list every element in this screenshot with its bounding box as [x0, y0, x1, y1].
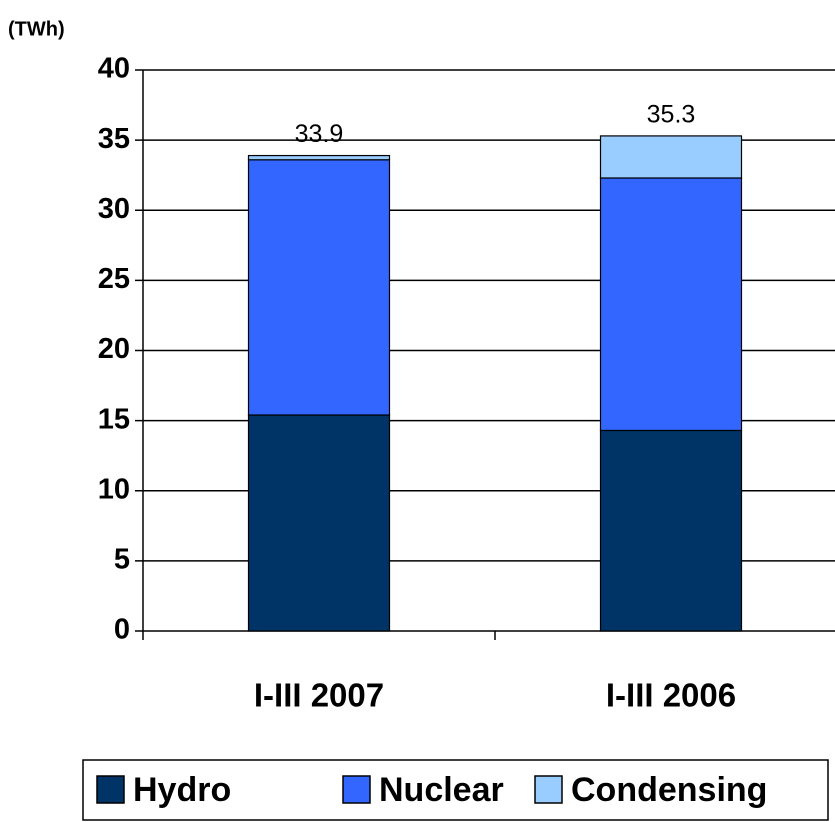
y-tick-label: 30 [98, 193, 130, 225]
y-axis-unit: (TWh) [8, 18, 65, 40]
y-tick-label: 40 [98, 53, 130, 85]
x-tick-label: I-III 2006 [606, 677, 736, 714]
legend-box [82, 759, 829, 821]
bar-segment [599, 177, 743, 432]
bar-segment [247, 414, 391, 632]
legend-swatch [534, 775, 563, 804]
x-tick-label: I-III 2007 [254, 677, 384, 714]
bar-segment [247, 159, 391, 416]
y-tick-label: 0 [114, 614, 130, 646]
y-tick-label: 5 [114, 544, 130, 576]
y-tick-label: 25 [98, 263, 130, 295]
y-tick-label: 20 [98, 333, 130, 365]
bar-segment [247, 154, 391, 161]
legend-swatch [342, 775, 371, 804]
bar-segment [599, 135, 743, 179]
y-tick-label: 15 [98, 403, 130, 435]
legend-swatch [96, 775, 125, 804]
y-tick-label: 35 [98, 123, 130, 155]
legend-label: Hydro [133, 771, 231, 809]
legend-label: Nuclear [379, 771, 504, 809]
legend-label: Condensing [571, 771, 767, 809]
bar-segment [599, 429, 743, 632]
y-tick-label: 10 [98, 473, 130, 505]
total-label: 35.3 [647, 101, 696, 129]
total-label: 33.9 [295, 120, 344, 148]
